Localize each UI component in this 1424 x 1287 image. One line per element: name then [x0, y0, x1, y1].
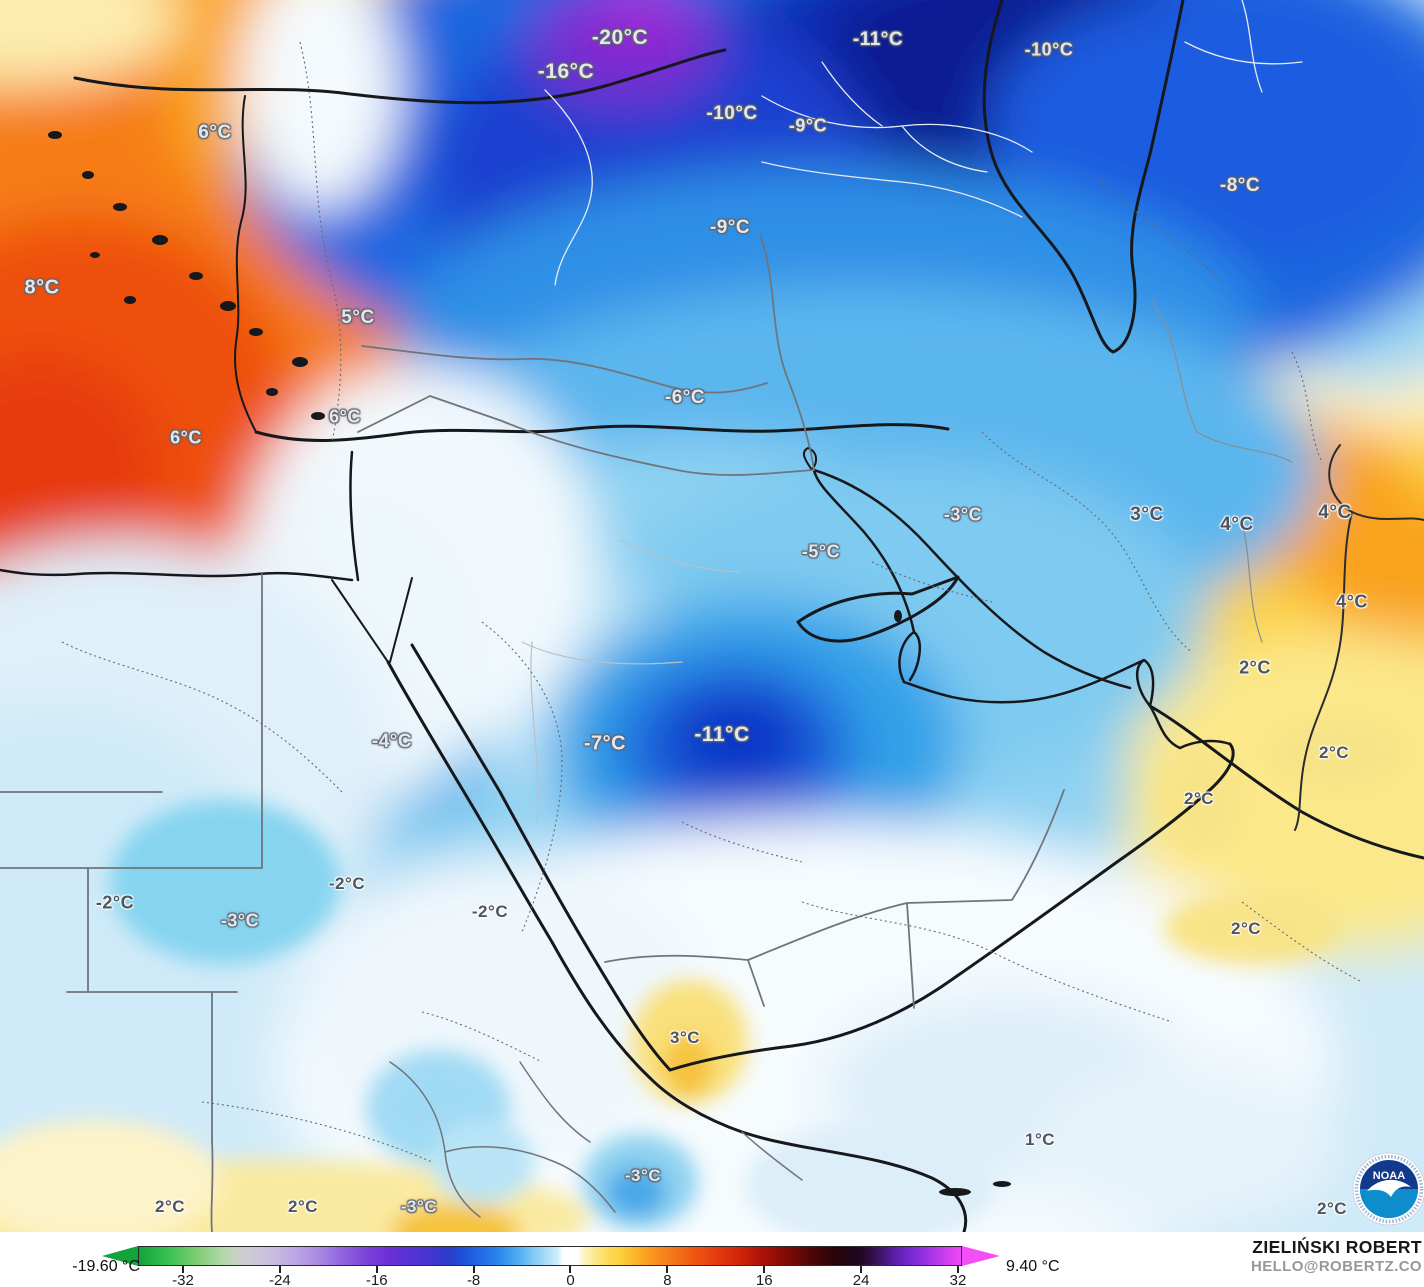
colorbar-tick — [182, 1266, 184, 1273]
colorbar-ticks: -32 -24 -16 -8 0 8 16 24 32 — [0, 1232, 1424, 1287]
noaa-logo-text: NOAA — [1373, 1170, 1405, 1182]
colorbar — [138, 1246, 962, 1266]
attribution-contact: HELLO@ROBERTZ.CO — [1250, 1257, 1422, 1275]
local-anomaly-patches — [0, 717, 1406, 1232]
colorbar-tick — [375, 1266, 378, 1273]
legend-strip: -32 -24 -16 -8 0 8 16 24 32 -19.60 °C 9.40 °C ZI… — [0, 1232, 1424, 1287]
attribution-name: ZIELIŃSKI ROBERT — [1252, 1237, 1422, 1257]
colorbar-arrow-left — [102, 1246, 138, 1266]
coastlines-group — [0, 0, 1424, 1232]
islands-group — [48, 131, 1011, 1196]
colorbar-arrow-right — [962, 1246, 1000, 1266]
colorbar-tick-label: -16 — [365, 1272, 388, 1287]
borders-group — [0, 233, 1424, 1232]
attribution: ZIELIŃSKI ROBERT HELLO@ROBERTZ.CO — [1251, 1237, 1422, 1275]
colorbar-tick-label: -32 — [172, 1272, 194, 1287]
colorbar-min-label: -19.60 °C — [72, 1258, 140, 1275]
colorbar-tick — [763, 1266, 766, 1273]
colorbar-tick — [956, 1266, 959, 1273]
north-borders-group — [544, 0, 1303, 286]
colorbar-tick — [278, 1266, 281, 1273]
map-canvas — [0, 0, 1424, 1232]
colorbar-tick — [472, 1266, 475, 1273]
colorbar-max-label: 9.40 °C — [1006, 1258, 1060, 1275]
temperature-anomaly-map: -20°C -16°C -11°C -10°C -9°C -10°C -8°C 6°C 8°C 5… — [0, 0, 1424, 1232]
colorbar-tick-label: 8 — [663, 1272, 672, 1287]
colorbar-tick-label: -8 — [466, 1272, 481, 1287]
colorbar-tick-label: 16 — [755, 1272, 773, 1287]
contours-group — [61, 41, 1363, 1163]
colorbar-tick-label: -24 — [269, 1272, 291, 1287]
colorbar-tick-label: 24 — [852, 1272, 870, 1287]
colorbar-tick-label: 32 — [949, 1272, 967, 1287]
colorbar-tick-label: 0 — [566, 1272, 575, 1287]
colorbar-tick — [666, 1266, 669, 1273]
noaa-logo-graphic: NOAA — [1352, 1152, 1424, 1226]
colorbar-tick — [860, 1266, 863, 1273]
noaa-logo: NOAA — [1352, 1152, 1424, 1226]
colorbar-tick — [569, 1266, 572, 1273]
